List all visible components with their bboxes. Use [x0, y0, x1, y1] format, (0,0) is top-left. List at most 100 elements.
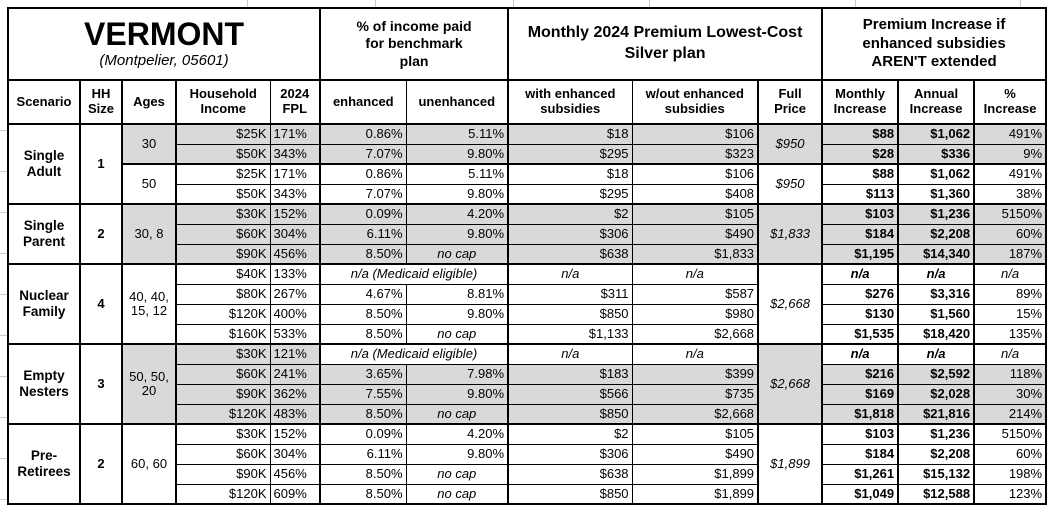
without-subsidies-cell: $2,668: [631, 323, 760, 345]
annual-increase-cell: n/a: [897, 343, 976, 365]
annual-increase-cell: $2,208: [897, 443, 976, 465]
fpl-cell: 171%: [269, 123, 322, 145]
without-subsidies-cell: $1,833: [631, 243, 760, 265]
enhanced-cell: 0.86%: [319, 123, 407, 145]
enhanced-cell: 8.50%: [319, 243, 407, 265]
annual-increase-cell: $18,420: [897, 323, 976, 345]
col-header-without-subsidies: w/out enhanced subsidies: [631, 79, 760, 125]
income-cell: $120K: [175, 303, 271, 325]
income-cell: $60K: [175, 223, 271, 245]
col-header-pct-increase: % Increase: [973, 79, 1047, 125]
annual-increase-cell: $21,816: [897, 403, 976, 425]
with-subsidies-cell: $566: [507, 383, 633, 405]
table-row: 50 $25K 171% 0.86% 5.11% $18 $106 $950 $88 $1,062…: [8, 163, 1047, 205]
monthly-increase-cell: $103: [821, 423, 900, 445]
income-cell: $120K: [175, 403, 271, 425]
hh-size-cell: 1: [79, 123, 123, 205]
pct-increase-cell: 38%: [973, 183, 1047, 205]
annual-increase-cell: $1,236: [897, 203, 976, 225]
monthly-increase-cell: $276: [821, 283, 900, 305]
full-price-cell: $950: [757, 123, 824, 165]
scenario-cell: Nuclear Family: [7, 263, 81, 345]
gridline-stub: [0, 499, 7, 500]
with-subsidies-cell: $850: [507, 403, 633, 425]
pct-increase-cell: n/a: [973, 263, 1047, 285]
without-subsidies-cell: $105: [631, 203, 760, 225]
scenario-cell: Single Adult: [7, 123, 81, 205]
header-premium-increase: Premium Increase if enhanced subsidies A…: [821, 7, 1047, 81]
gridline-stub: [375, 0, 376, 7]
income-cell: $50K: [175, 183, 271, 205]
pct-increase-cell: 9%: [973, 143, 1047, 165]
annual-increase-cell: $1,560: [897, 303, 976, 325]
table-row: $120K 483% 8.50% no cap $850 $2,668 $1,818 $21,…: [8, 403, 1047, 425]
monthly-increase-cell: $1,818: [821, 403, 900, 425]
gridline-stub: [247, 0, 248, 7]
annual-increase-cell: $1,360: [897, 183, 976, 205]
premium-table: VERMONT (Montpelier, 05601) % of income …: [7, 7, 1048, 505]
monthly-increase-cell: $169: [821, 383, 900, 405]
unenhanced-cell: 4.20%: [405, 423, 510, 445]
table-row: $160K 533% 8.50% no cap $1,133 $2,668 $1,535 $1…: [8, 323, 1047, 345]
gridline-stub: [0, 335, 7, 336]
fpl-cell: 304%: [269, 223, 322, 245]
income-cell: $25K: [175, 163, 271, 185]
col-header-enhanced: enhanced: [319, 79, 407, 125]
pct-increase-cell: 135%: [973, 323, 1047, 345]
unenhanced-cell: 9.80%: [405, 183, 510, 205]
with-subsidies-cell: $183: [507, 363, 633, 385]
monthly-increase-cell: $113: [821, 183, 900, 205]
enhanced-cell: 0.86%: [319, 163, 407, 185]
table-row: Pre-Retirees 2 60, 60 $30K 152% 0.09% 4.20% $2 $…: [7, 423, 1047, 505]
col-header-with-subsidies: with enhanced subsidies: [507, 79, 633, 125]
scenario-cell: Single Parent: [7, 203, 81, 265]
pct-increase-cell: 198%: [973, 463, 1047, 485]
without-subsidies-cell: n/a: [631, 343, 760, 365]
income-cell: $160K: [175, 323, 271, 345]
without-subsidies-cell: $735: [631, 383, 760, 405]
header-monthly-premium: Monthly 2024 Premium Lowest-Cost Silver …: [507, 7, 824, 81]
income-cell: $60K: [175, 443, 271, 465]
monthly-increase-cell: $1,261: [821, 463, 900, 485]
gridline-stub: [0, 253, 7, 254]
medicaid-note-cell: n/a (Medicaid eligible): [319, 263, 510, 285]
annual-increase-cell: $2,208: [897, 223, 976, 245]
col-header-monthly-increase: Monthly Increase: [821, 79, 900, 125]
fpl-cell: 456%: [269, 463, 322, 485]
without-subsidies-cell: $587: [631, 283, 760, 305]
fpl-cell: 533%: [269, 323, 322, 345]
ages-cell: 50: [121, 163, 177, 205]
pct-increase-cell: 123%: [973, 483, 1047, 505]
income-cell: $30K: [175, 423, 271, 445]
unenhanced-cell: 9.80%: [405, 303, 510, 325]
without-subsidies-cell: $1,899: [631, 463, 760, 485]
fpl-cell: 241%: [269, 363, 322, 385]
table-row: $90K 456% 8.50% no cap $638 $1,833 $1,195 $14,3…: [8, 243, 1047, 265]
fpl-cell: 304%: [269, 443, 322, 465]
full-price-cell: $950: [757, 163, 824, 205]
monthly-increase-cell: $28: [821, 143, 900, 165]
gridline-stub: [0, 130, 7, 131]
pct-increase-cell: 214%: [973, 403, 1047, 425]
pct-increase-cell: 118%: [973, 363, 1047, 385]
without-subsidies-cell: n/a: [631, 263, 760, 285]
scenario-cell: Empty Nesters: [7, 343, 81, 425]
fpl-cell: 400%: [269, 303, 322, 325]
with-subsidies-cell: $2: [507, 203, 633, 225]
monthly-increase-cell: $88: [821, 163, 900, 185]
gridline-stub: [513, 0, 514, 7]
fpl-cell: 171%: [269, 163, 322, 185]
annual-increase-cell: $3,316: [897, 283, 976, 305]
gridline-stub: [0, 212, 7, 213]
gridline-stub: [0, 294, 7, 295]
income-cell: $30K: [175, 203, 271, 225]
medicaid-note-cell: n/a (Medicaid eligible): [319, 343, 510, 365]
unenhanced-cell: no cap: [405, 463, 510, 485]
annual-increase-cell: $1,062: [897, 163, 976, 185]
without-subsidies-cell: $2,668: [631, 403, 760, 425]
monthly-increase-cell: $1,049: [821, 483, 900, 505]
without-subsidies-cell: $408: [631, 183, 760, 205]
monthly-increase-cell: $88: [821, 123, 900, 145]
col-header-ages: Ages: [121, 79, 177, 125]
gridline-stub: [0, 171, 7, 172]
